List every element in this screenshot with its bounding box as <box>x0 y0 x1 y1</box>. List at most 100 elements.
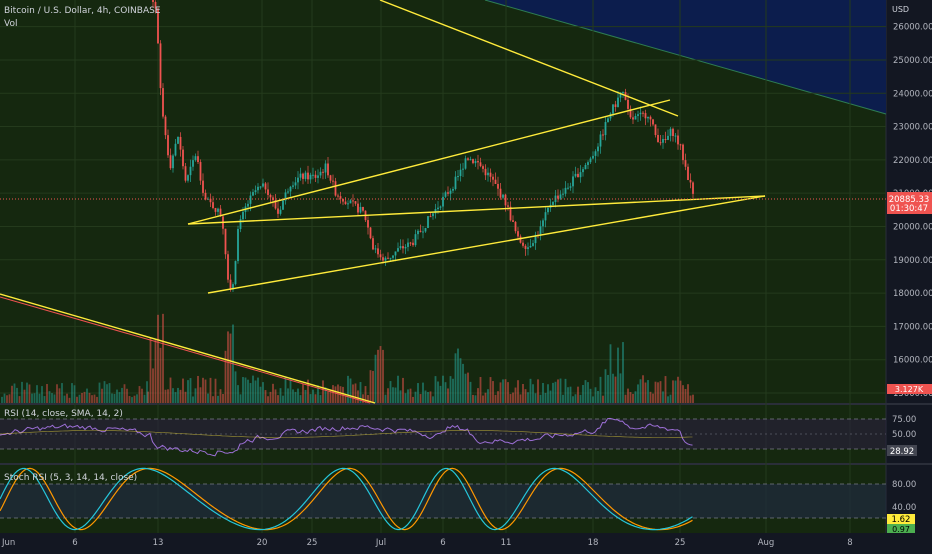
candle-body <box>604 122 607 136</box>
candle-body <box>267 189 269 195</box>
volume-bar <box>464 373 467 403</box>
time-tick: 25 <box>675 538 686 548</box>
stoch-band <box>0 484 886 518</box>
volume-bar <box>534 393 537 403</box>
candle-body <box>232 284 234 290</box>
volume-bar <box>384 394 387 403</box>
volume-bar <box>101 388 103 403</box>
volume-bar <box>394 387 397 403</box>
volume-bar <box>334 386 337 403</box>
volume-bar <box>71 383 73 403</box>
volume-bar <box>199 387 202 403</box>
volume-bar <box>657 382 659 403</box>
symbol-title[interactable]: Bitcoin / U.S. Dollar, 4h, COINBASE <box>4 6 161 16</box>
trendline-lower-support[interactable] <box>187 195 766 225</box>
volume-bar <box>679 380 682 403</box>
volume-bar <box>592 396 594 403</box>
candle-body <box>187 175 189 181</box>
volume-bar <box>497 391 499 403</box>
volume-bar <box>524 389 527 403</box>
candle-body <box>234 261 237 285</box>
candle-body <box>619 92 622 98</box>
candle-body <box>184 166 187 181</box>
volume-bar <box>259 386 262 403</box>
candle-body <box>157 8 159 44</box>
trendline-descending-resistance[interactable] <box>379 0 679 117</box>
volume-bar <box>614 376 617 403</box>
volume-bar <box>41 386 43 403</box>
candle-body <box>492 176 494 180</box>
candle-body <box>227 254 229 280</box>
candle-body <box>607 118 609 123</box>
volume-bar <box>359 382 362 403</box>
volume-bar <box>349 378 352 403</box>
candle-body <box>692 182 694 194</box>
volume-bar <box>227 331 229 403</box>
candle-body <box>664 138 667 140</box>
candle-body <box>264 183 267 190</box>
price-tick: 23000.00 <box>893 123 932 133</box>
candle-body <box>514 221 517 232</box>
candle-body <box>257 186 259 191</box>
candle-body <box>384 257 387 261</box>
volume-bar <box>344 395 347 403</box>
candle-body <box>562 193 564 195</box>
candle-body <box>439 206 442 208</box>
volume-bar <box>172 388 174 403</box>
volume-bar <box>457 348 459 403</box>
candle-body <box>469 159 472 161</box>
candle-body <box>612 104 614 114</box>
candle-body <box>219 208 222 217</box>
candle-body <box>454 176 457 189</box>
volume-bar <box>192 396 194 403</box>
candle-body <box>304 172 307 179</box>
volume-bar <box>126 388 128 403</box>
volume-bar <box>16 387 18 403</box>
time-tick: 20 <box>257 538 268 548</box>
candle-body <box>312 174 314 176</box>
volume-bar <box>292 389 294 403</box>
candle-body <box>294 182 297 186</box>
trendline-upper-channel[interactable] <box>187 99 671 225</box>
volume-bar <box>502 379 504 403</box>
volume-bar <box>229 333 232 403</box>
trendlines[interactable] <box>0 0 766 404</box>
candle-body <box>239 219 242 229</box>
volume-bar <box>647 380 649 403</box>
candle-body <box>414 234 417 246</box>
rsi-legend[interactable]: RSI (14, close, SMA, 14, 2) <box>4 409 123 419</box>
volume-bar <box>574 394 577 403</box>
volume-bar <box>108 383 111 403</box>
volume-bar <box>509 394 512 403</box>
volume-bar <box>632 393 634 403</box>
volume-bar <box>432 396 434 403</box>
candle-body <box>342 198 344 202</box>
volume-bar <box>607 374 609 403</box>
candle-body <box>217 208 219 212</box>
candle-body <box>497 183 499 189</box>
volume-bar <box>487 389 489 403</box>
time-axis[interactable]: Jun 6 13 20 25 Jul 6 11 18 25 Aug 8 <box>1 538 853 548</box>
volume-bar <box>572 396 574 403</box>
volume-bar <box>299 395 302 403</box>
candle-body <box>229 279 232 290</box>
volume-bar <box>66 393 68 403</box>
candle-body <box>542 220 544 227</box>
volume-bar <box>214 378 217 403</box>
volume-bar <box>262 382 264 403</box>
candle-body <box>329 175 332 181</box>
volume-bar <box>667 396 669 403</box>
candle-body <box>637 114 639 116</box>
volume-bar <box>687 384 689 403</box>
candle-body <box>192 160 194 167</box>
candle-body <box>672 128 674 137</box>
trendline-rising-support[interactable] <box>207 195 766 294</box>
volume-bar <box>609 344 612 403</box>
candle-body <box>287 191 289 193</box>
trendline-long-descending[interactable] <box>0 293 376 404</box>
volume-bar <box>424 390 427 403</box>
stoch-legend[interactable]: Stoch RSI (5, 3, 14, 14, close) <box>4 473 137 483</box>
volume-bar <box>254 380 257 403</box>
